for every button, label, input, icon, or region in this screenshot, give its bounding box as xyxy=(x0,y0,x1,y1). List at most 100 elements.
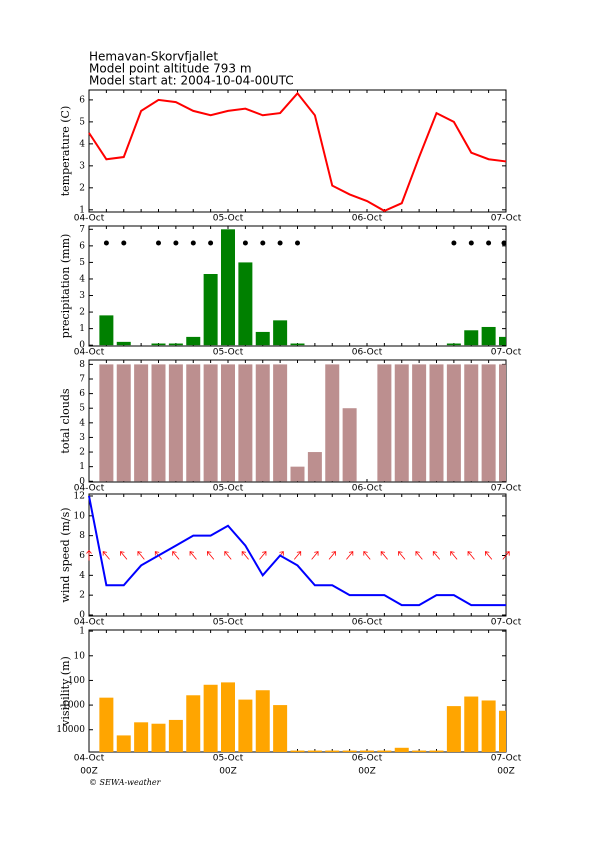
bar xyxy=(377,364,392,482)
y-tick-label: 2 xyxy=(79,308,85,318)
bar xyxy=(429,364,444,482)
arrow-shape xyxy=(189,551,197,560)
bar xyxy=(203,364,218,482)
line-series xyxy=(88,495,506,607)
wind-arrow xyxy=(102,551,110,560)
symbol xyxy=(121,240,127,246)
bar xyxy=(307,452,322,482)
y-tick-label: 12 xyxy=(74,491,85,501)
line-series xyxy=(88,91,507,213)
bar xyxy=(325,750,340,752)
symbol xyxy=(260,240,266,246)
bar xyxy=(116,735,131,752)
x-tick-label: 04-Oct xyxy=(74,348,105,358)
y-tick-label: 8 xyxy=(79,360,85,370)
bar xyxy=(116,364,131,482)
bar xyxy=(238,699,253,752)
footer: © SEWA-weather xyxy=(89,778,162,787)
x-tick-label: 05-Oct xyxy=(213,484,244,494)
bar xyxy=(273,320,288,346)
bar xyxy=(360,750,374,752)
y-tick-label: 6 xyxy=(79,95,85,105)
arrow-shape xyxy=(346,551,354,560)
arrow-shape xyxy=(502,551,510,560)
bar xyxy=(238,262,253,346)
bar xyxy=(168,343,183,346)
arrow-shape xyxy=(485,551,493,560)
symbol xyxy=(277,240,283,246)
y-tick-label: 1 xyxy=(79,205,85,215)
arrow-shape xyxy=(102,551,110,560)
bar xyxy=(481,326,496,346)
wind-arrow xyxy=(241,551,249,560)
wind-arrow xyxy=(311,551,319,560)
bar xyxy=(342,408,357,482)
y-tick-label: 1 xyxy=(79,324,85,334)
bar xyxy=(290,466,305,482)
bar xyxy=(273,364,288,482)
x-tick-label: 07-Oct xyxy=(491,348,522,358)
y-tick-label: 0 xyxy=(79,611,85,621)
header-line: Hemavan-Skorvfjallet xyxy=(89,50,218,64)
y-axis-title: wind speed (m/s) xyxy=(59,507,72,602)
x-time-label: 00Z xyxy=(497,767,515,777)
arrow-shape xyxy=(293,551,302,560)
bar xyxy=(99,315,114,346)
bar xyxy=(412,364,427,482)
y-tick-label: 7 xyxy=(79,374,85,384)
y-tick-label: 1 xyxy=(79,627,85,637)
y-tick-label: 100 xyxy=(68,676,85,686)
arrow-shape xyxy=(172,551,180,560)
symbol xyxy=(295,240,300,246)
bar xyxy=(481,364,496,482)
y-tick-label: 0 xyxy=(79,477,85,487)
bar xyxy=(377,750,392,752)
y-tick-label: 5 xyxy=(79,258,85,268)
wind-arrow xyxy=(189,551,197,560)
arrow-shape xyxy=(363,551,371,560)
x-tick-label: 06-Oct xyxy=(352,348,383,358)
y-tick-label: 4 xyxy=(79,571,85,581)
y-tick-label: 3 xyxy=(79,433,85,443)
wind-arrow xyxy=(415,551,423,560)
bar xyxy=(151,343,166,346)
arrow-shape xyxy=(224,551,232,560)
x-tick-label: 04-Oct xyxy=(74,214,105,224)
bar xyxy=(255,690,270,752)
wind-arrow xyxy=(86,549,92,561)
bar xyxy=(499,336,506,346)
bar xyxy=(307,750,322,752)
arrow-shape xyxy=(259,551,267,560)
x-tick-label: 06-Oct xyxy=(352,754,383,764)
plot-frame xyxy=(88,89,507,213)
arrow-shape xyxy=(398,551,406,560)
wind-arrow xyxy=(120,551,128,560)
arrow-shape xyxy=(86,549,92,561)
precip-symbols xyxy=(103,240,507,246)
bar xyxy=(446,343,461,346)
bar xyxy=(151,723,166,752)
bar xyxy=(325,364,340,482)
bar xyxy=(394,747,409,752)
x-tick-label: 04-Oct xyxy=(74,618,105,628)
bar xyxy=(221,364,235,482)
wind-arrow xyxy=(485,551,493,560)
y-axis-title: precipitation (mm) xyxy=(59,234,72,339)
y-tick-label: 5 xyxy=(79,404,85,414)
symbol xyxy=(156,240,161,246)
bar xyxy=(446,706,461,752)
y-tick-label: 1 xyxy=(79,462,85,472)
x-tick-label: 05-Oct xyxy=(213,618,244,628)
wind-arrow xyxy=(363,551,371,560)
bar xyxy=(99,697,114,752)
symbol xyxy=(190,240,196,246)
x-time-label: 00Z xyxy=(358,767,376,777)
bar xyxy=(429,750,444,752)
symbol xyxy=(242,240,248,246)
symbol xyxy=(501,240,507,246)
symbol xyxy=(208,240,214,246)
bar xyxy=(446,364,461,482)
y-tick-label: 0 xyxy=(79,341,85,351)
y-tick-label: 2 xyxy=(79,591,85,601)
